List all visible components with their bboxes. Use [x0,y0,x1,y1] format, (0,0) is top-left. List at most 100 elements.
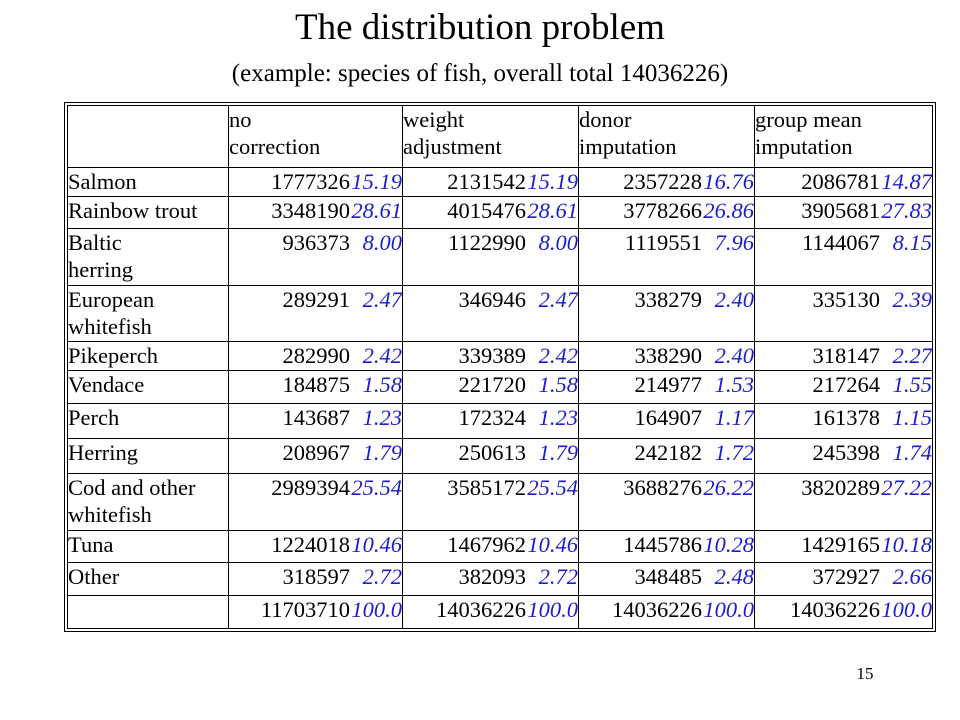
value-cell: 318597 2.72 [228,562,403,596]
value-cell: 348485 2.48 [578,562,755,596]
percent-value: 1.79 [362,440,402,465]
column-header: group mean imputation [754,105,933,168]
count-value: 1119551 [624,230,702,255]
value-cell: 235722816.76 [578,167,755,197]
percent-value: 27.22 [881,475,932,500]
value-cell: 346946 2.47 [402,285,579,342]
percent-value: 2.66 [892,564,932,589]
row-label-line: European [68,287,155,312]
count-value: 1144067 [802,230,880,255]
percent-value: 8.00 [362,230,402,255]
distribution-table: no correction weight adjustment donor imputat… [67,105,933,629]
count-value: 245398 [812,440,881,465]
table-row: European whitefish 289291 2.47 346946 2.47 338… [67,285,933,342]
value-cell: 334819028.61 [228,196,403,229]
value-cell: 368827626.22 [578,473,755,531]
value-cell: 390568127.83 [754,196,933,229]
count-value: 4015476 [447,198,526,223]
header-row: no correction weight adjustment donor imputat… [67,105,933,168]
value-cell: 335130 2.39 [754,285,933,342]
percent-value: 26.22 [703,475,754,500]
percent-value: 14.87 [881,169,932,194]
percent-value: 1.55 [892,372,932,397]
value-cell: 184875 1.58 [228,370,403,404]
count-value: 339389 [458,343,527,368]
percent-value: 10.28 [703,532,754,557]
count-value: 338279 [634,287,703,312]
count-value: 1467962 [447,532,526,557]
value-cell: 14036226100.0 [402,595,579,629]
count-value: 14036226 [790,597,880,622]
percent-value: 10.46 [527,532,578,557]
row-label-line: Baltic [68,230,122,255]
percent-value: 1.74 [892,440,932,465]
percent-value: 7.96 [714,230,754,255]
percent-value: 2.48 [714,564,754,589]
value-cell: 217264 1.55 [754,370,933,404]
count-value: 1445786 [623,532,702,557]
row-label: Herring [67,438,229,474]
row-label: Baltic herring [67,228,229,286]
table-row: Cod and other whitefish 298939425.54 358517… [67,473,933,531]
percent-value: 2.47 [538,287,578,312]
value-cell: 250613 1.79 [402,438,579,474]
percent-value: 2.42 [538,343,578,368]
count-value: 1122990 [448,230,526,255]
page-number: 15 [856,664,874,683]
count-value: 184875 [282,372,351,397]
count-value: 318147 [812,343,881,368]
table-row: Tuna 122401810.46 146796210.46 144578610.28… [67,530,933,563]
value-cell: 289291 2.47 [228,285,403,342]
percent-value: 8.00 [538,230,578,255]
count-value: 11703710 [260,597,350,622]
percent-value: 2.40 [714,287,754,312]
count-value: 289291 [282,287,351,312]
count-value: 14036226 [612,597,702,622]
table-row: Perch 143687 1.23 172324 1.23 164907 1.17 16137… [67,403,933,439]
count-value: 3348190 [271,198,350,223]
table-frame: no correction weight adjustment donor imputat… [64,102,936,632]
count-value: 208967 [282,440,351,465]
count-value: 2086781 [801,169,880,194]
percent-value: 28.61 [351,198,402,223]
count-value: 335130 [812,287,881,312]
column-header-line: weight [403,107,465,132]
count-value: 250613 [458,440,527,465]
count-value: 221720 [458,372,527,397]
percent-value: 1.53 [714,372,754,397]
count-value: 348485 [634,564,703,589]
row-label-line: Salmon [68,169,137,194]
row-label: Pikeperch [67,341,229,371]
count-value: 217264 [812,372,881,397]
count-value: 2989394 [271,475,350,500]
percent-value: 2.40 [714,343,754,368]
value-cell: 221720 1.58 [402,370,579,404]
count-value: 346946 [458,287,527,312]
percent-value: 28.61 [527,198,578,223]
percent-value: 1.79 [538,440,578,465]
table-row: Baltic herring 936373 8.00 1122990 8.00 111955… [67,228,933,286]
percent-value: 100.0 [527,597,578,622]
value-cell: 339389 2.42 [402,341,579,371]
value-cell: 143687 1.23 [228,403,403,439]
value-cell: 401547628.61 [402,196,579,229]
column-header-line: group mean [755,107,862,132]
value-cell: 338290 2.40 [578,341,755,371]
count-value: 3820289 [801,475,880,500]
row-label-line: Tuna [68,532,114,557]
value-cell: 318147 2.27 [754,341,933,371]
count-value: 1777326 [271,169,350,194]
value-cell: 122401810.46 [228,530,403,563]
count-value: 14036226 [436,597,526,622]
column-header: weight adjustment [402,105,579,168]
percent-value: 25.54 [351,475,402,500]
percent-value: 1.58 [362,372,402,397]
percent-value: 1.58 [538,372,578,397]
count-value: 282990 [282,343,351,368]
count-value: 338290 [634,343,703,368]
percent-value: 2.39 [892,287,932,312]
value-cell: 214977 1.53 [578,370,755,404]
value-cell: 1119551 7.96 [578,228,755,286]
row-label-line: whitefish [68,314,152,339]
value-cell: 338279 2.40 [578,285,755,342]
